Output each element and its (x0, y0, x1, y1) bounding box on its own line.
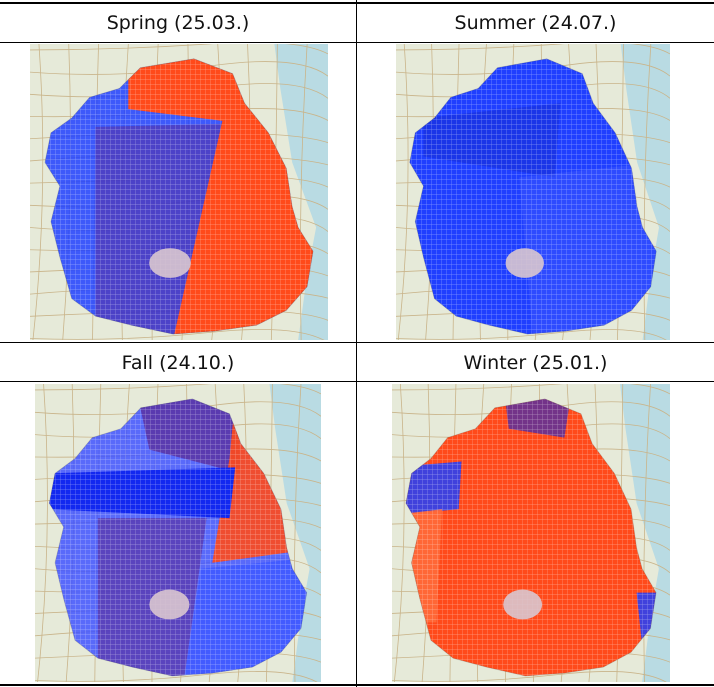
region-outline (405, 398, 657, 677)
map-panel-fall (35, 384, 321, 682)
table-row-divider (0, 381, 714, 382)
map-fall (35, 384, 321, 682)
map-summer (396, 44, 670, 340)
region-outline (409, 58, 657, 335)
sea (620, 384, 670, 682)
sea (274, 44, 328, 340)
raster-overlay (409, 58, 657, 335)
urban-area (503, 589, 543, 620)
map-panel-summer (396, 44, 670, 340)
map-winter (392, 384, 670, 682)
panel-title: Spring (25.03.) (106, 12, 250, 34)
table-row-divider (0, 342, 714, 343)
map-panel-winter (392, 384, 670, 682)
panel-title: Fall (24.10.) (121, 352, 235, 374)
urban-area (149, 248, 191, 278)
region-outline (44, 58, 314, 335)
raster-overlay (405, 398, 657, 677)
sea (269, 384, 321, 682)
panel-title: Winter (25.01.) (463, 352, 608, 374)
urban-area (149, 589, 190, 620)
sea (620, 44, 670, 340)
panel-title: Summer (24.07.) (454, 12, 617, 34)
table-row-divider (0, 42, 714, 43)
table-top-border (0, 2, 714, 4)
urban-area (505, 248, 544, 278)
map-spring (30, 44, 328, 340)
table-bottom-border (0, 684, 714, 686)
region-outline (48, 398, 308, 677)
map-panel-spring (30, 44, 328, 340)
table-column-divider (356, 0, 357, 687)
